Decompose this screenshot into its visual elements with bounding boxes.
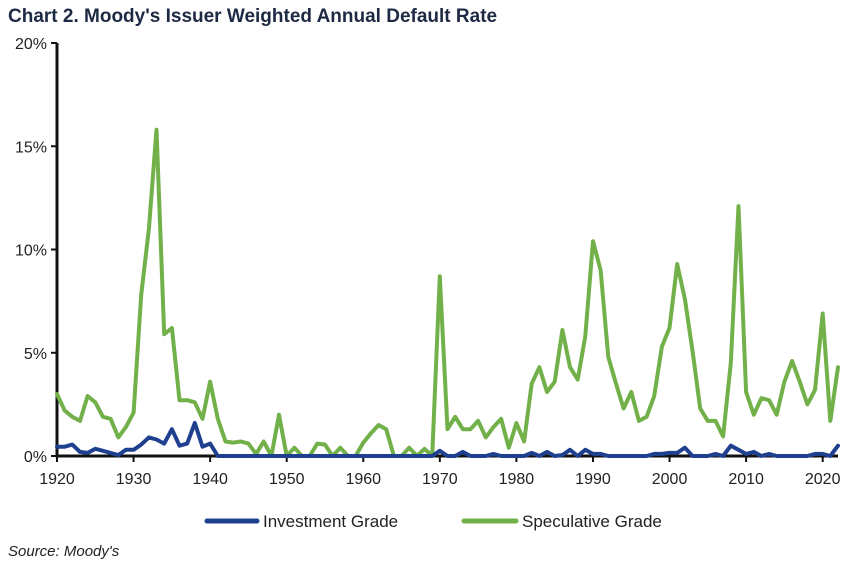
source-note: Source: Moody's [8,543,120,560]
legend: Investment Grade Speculative Grade [204,512,662,531]
x-tick-label: 1940 [192,471,228,488]
x-tick-label: 1990 [575,471,611,488]
x-tick-label: 1930 [116,471,152,488]
x-tick-label: 2010 [728,471,764,488]
x-axis-labels: 1920 1930 1940 1950 1960 1970 1980 1990 2000 2010… [39,471,840,488]
y-tick-label: 0% [24,449,47,466]
x-tick-label: 2020 [805,471,841,488]
x-tick-label: 1950 [269,471,305,488]
y-tick-label: 15% [15,139,47,156]
chart-title: Chart 2. Moody's Issuer Weighted Annual … [8,6,498,27]
series-line-investment-grade [55,421,840,458]
x-tick-label: 1980 [499,471,535,488]
x-tick-label: 1960 [345,471,381,488]
y-tick-label: 5% [24,346,47,363]
x-tick-label: 2000 [652,471,688,488]
legend-speculative-grade-label: Speculative Grade [522,512,662,531]
y-axis-labels: 0% 5% 10% 15% 20% [15,36,47,466]
series-lines [55,127,840,458]
y-tick-label: 20% [15,36,47,53]
y-tick-label: 10% [15,243,47,260]
x-tick-label: 1920 [39,471,75,488]
x-tick-label: 1970 [422,471,458,488]
legend-investment-grade-label: Investment Grade [263,512,398,531]
series-line-speculative-grade [55,127,840,458]
